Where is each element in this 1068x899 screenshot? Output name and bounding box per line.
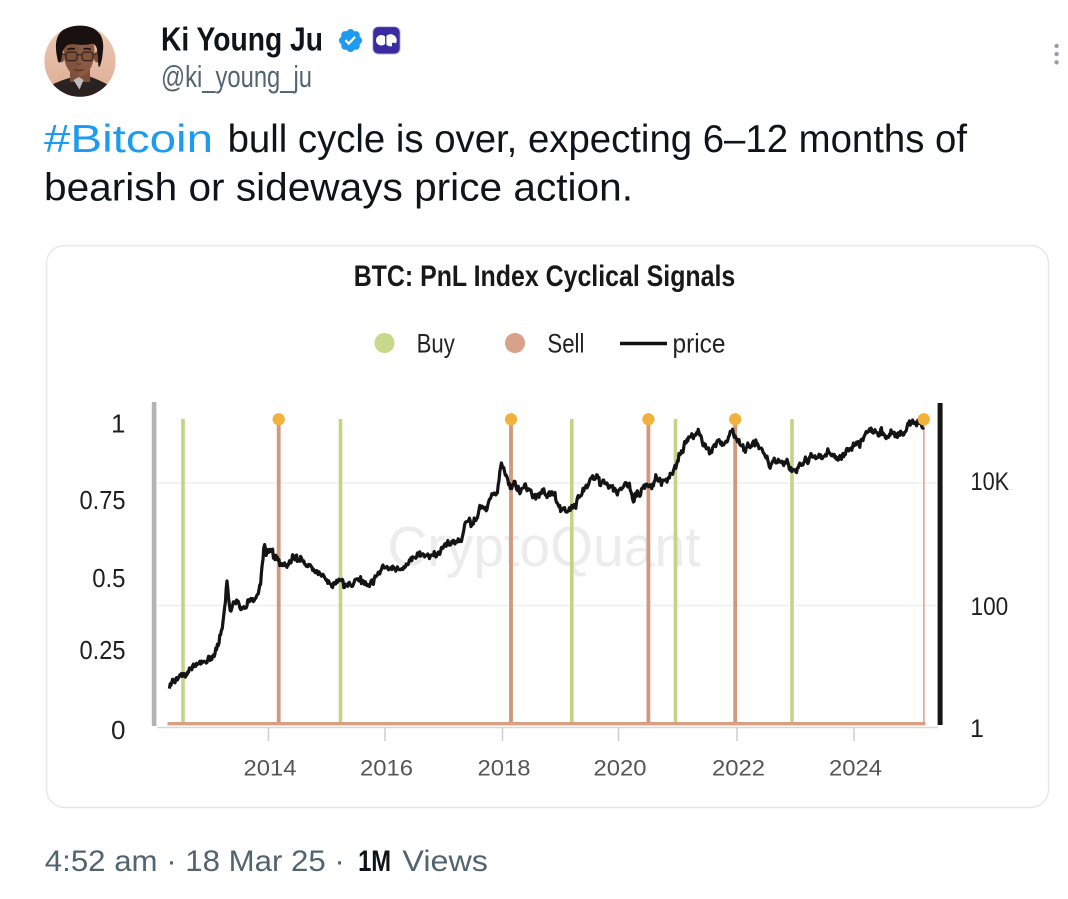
svg-text:Sell: Sell (547, 329, 584, 359)
svg-text:0.5: 0.5 (92, 563, 125, 593)
svg-text:#Bitcoin: #Bitcoin (44, 118, 213, 161)
svg-text:bearish or sideways price acti: bearish or sideways price action. (44, 167, 633, 210)
svg-text:1: 1 (970, 715, 984, 743)
svg-text:CryptoQuant: CryptoQuant (388, 515, 701, 579)
svg-text:100: 100 (971, 593, 1009, 621)
svg-text:1M: 1M (358, 845, 391, 878)
svg-text:4:52 am · 18 Mar 25 ·: 4:52 am · 18 Mar 25 · (45, 845, 345, 878)
svg-text:BTC: PnL Index Cyclical Signal: BTC: PnL Index Cyclical Signals (354, 260, 736, 293)
svg-text:2016: 2016 (360, 756, 413, 781)
svg-text:0: 0 (111, 715, 125, 745)
svg-text:@ki_young_ju: @ki_young_ju (161, 59, 312, 94)
svg-text:bull cycle is over, expecting: bull cycle is over, expecting 6–12 month… (228, 118, 968, 161)
svg-text:2020: 2020 (594, 756, 647, 781)
svg-text:2022: 2022 (712, 756, 765, 781)
svg-text:Views: Views (402, 845, 488, 878)
svg-text:2024: 2024 (829, 756, 882, 781)
svg-text:2018: 2018 (478, 756, 531, 781)
svg-text:0.75: 0.75 (80, 485, 126, 515)
svg-text:2014: 2014 (244, 756, 297, 781)
svg-text:price: price (673, 329, 726, 359)
svg-text:10K: 10K (971, 468, 1010, 496)
svg-text:Ki Young Ju: Ki Young Ju (161, 21, 323, 58)
svg-text:1: 1 (111, 409, 125, 439)
svg-text:0.25: 0.25 (80, 635, 126, 665)
svg-text:Buy: Buy (417, 329, 456, 359)
